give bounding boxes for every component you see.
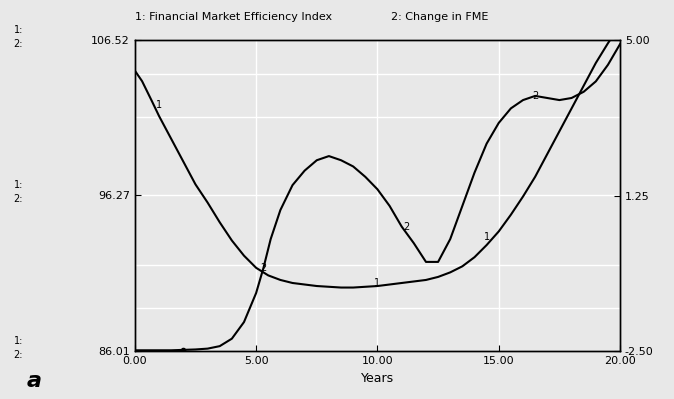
Text: 2: Change in FME: 2: Change in FME xyxy=(391,12,488,22)
Text: 2:: 2: xyxy=(13,194,23,204)
Text: 2:: 2: xyxy=(13,39,23,49)
Text: 2: 2 xyxy=(404,221,410,232)
Text: a: a xyxy=(27,371,42,391)
Text: 1: 1 xyxy=(483,233,490,243)
Text: 1:: 1: xyxy=(13,336,23,346)
Text: 1:: 1: xyxy=(13,180,23,190)
Text: 2: 2 xyxy=(260,263,266,273)
Text: 2: 2 xyxy=(532,91,539,101)
Text: 1:: 1: xyxy=(13,25,23,35)
X-axis label: Years: Years xyxy=(361,371,394,385)
Text: 1: 1 xyxy=(156,101,162,111)
Text: 2:: 2: xyxy=(13,350,23,360)
Text: 1: 1 xyxy=(374,278,381,288)
Text: 1: Financial Market Efficiency Index: 1: Financial Market Efficiency Index xyxy=(135,12,332,22)
